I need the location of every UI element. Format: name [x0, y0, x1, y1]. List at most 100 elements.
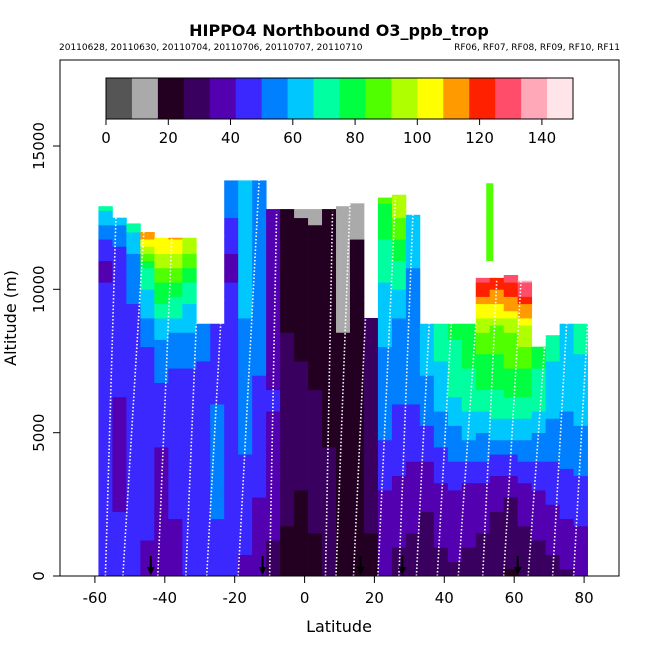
heat-cell	[168, 533, 183, 541]
heat-cell	[294, 439, 309, 448]
heat-cell	[140, 525, 155, 534]
heat-cell	[154, 396, 169, 405]
heat-cell	[112, 346, 127, 355]
heat-cell	[140, 382, 155, 391]
heat-cell	[377, 540, 393, 548]
heat-cell	[196, 418, 211, 426]
heat-cell	[545, 454, 561, 462]
flight-track	[436, 323, 453, 576]
heat-cell	[154, 368, 169, 376]
heat-cell	[517, 418, 533, 426]
heat-cell	[224, 189, 239, 197]
heat-cell	[433, 561, 449, 570]
x-tick-label: 20	[365, 589, 384, 607]
heat-cell	[405, 554, 421, 563]
heat-cell	[126, 490, 141, 498]
heat-cell	[391, 396, 407, 405]
heat-cell	[461, 447, 477, 455]
heat-cell	[503, 289, 519, 297]
heat-cell	[405, 540, 421, 548]
heat-cell	[405, 260, 421, 269]
heat-cell	[433, 468, 449, 477]
heat-cell	[308, 475, 323, 484]
heat-cell	[447, 533, 463, 541]
y-tick-label: 15000	[30, 122, 48, 170]
heat-cell	[517, 382, 533, 391]
heat-cell	[280, 232, 295, 240]
heat-cell	[559, 404, 574, 412]
heat-cell	[224, 332, 239, 340]
heat-cell	[517, 561, 533, 570]
heat-cell	[210, 418, 225, 426]
heat-cell	[573, 418, 588, 426]
heat-cell	[573, 375, 588, 383]
heat-cell	[224, 468, 239, 477]
heat-cell	[210, 361, 225, 369]
heat-cell	[126, 504, 141, 512]
heat-cell	[224, 404, 239, 412]
heat-cell	[559, 504, 574, 512]
heat-cell	[517, 353, 533, 362]
colorbar-frame	[105, 77, 574, 120]
heat-cell	[280, 296, 295, 305]
heat-cell	[517, 497, 533, 505]
heat-cell	[405, 418, 421, 426]
heat-cell	[252, 275, 267, 283]
heat-cell	[168, 447, 183, 455]
heat-cell	[98, 282, 113, 290]
heat-cell	[363, 361, 379, 369]
heat-cell	[294, 275, 309, 283]
heat-cell	[252, 561, 267, 570]
heat-cell	[391, 490, 407, 498]
heat-cell	[238, 181, 253, 190]
heat-cell	[475, 353, 491, 362]
heat-cell	[475, 361, 491, 369]
x-axis-label: Latitude	[306, 617, 372, 636]
heat-cell	[252, 303, 267, 312]
heat-cell	[419, 504, 435, 512]
heat-cell	[363, 439, 379, 448]
heat-cell	[112, 296, 127, 305]
heat-cell	[363, 318, 379, 326]
heat-cell	[363, 353, 379, 362]
heat-cell	[447, 547, 463, 555]
heat-cell	[573, 325, 588, 333]
heat-cell	[280, 210, 295, 219]
heat-cell	[196, 482, 211, 491]
heat-cell	[266, 332, 281, 340]
heat-cell	[349, 239, 365, 247]
heat-cell	[349, 217, 365, 226]
heat-cell	[517, 518, 533, 527]
heat-cell	[294, 239, 309, 247]
heat-cell	[391, 325, 407, 333]
heat-cell	[252, 504, 267, 512]
heat-cell	[238, 289, 253, 297]
heat-cell	[168, 454, 183, 462]
heat-cell	[280, 504, 295, 512]
flight-track	[237, 180, 260, 576]
heat-cell	[486, 232, 494, 240]
heat-cell	[573, 533, 588, 541]
heat-cell	[447, 339, 463, 348]
heat-cell	[391, 411, 407, 419]
heat-cell	[517, 346, 533, 355]
heat-cell	[126, 554, 141, 563]
heat-cell	[336, 547, 351, 555]
heat-cell	[349, 475, 365, 484]
heat-cell	[168, 490, 183, 498]
heat-cell	[447, 454, 463, 462]
heat-cell	[168, 346, 183, 355]
heat-cell	[294, 568, 309, 576]
heat-cell	[168, 396, 183, 405]
heat-cell	[182, 482, 197, 491]
heat-cell	[349, 325, 365, 333]
heat-cell	[391, 468, 407, 477]
heat-cell	[363, 375, 379, 383]
heat-cell	[489, 447, 505, 455]
heat-cell	[182, 325, 197, 333]
heat-cell	[447, 461, 463, 469]
heat-cell	[294, 396, 309, 405]
heat-cell	[266, 504, 281, 512]
heat-cell	[363, 325, 379, 333]
heat-cell	[126, 461, 141, 469]
